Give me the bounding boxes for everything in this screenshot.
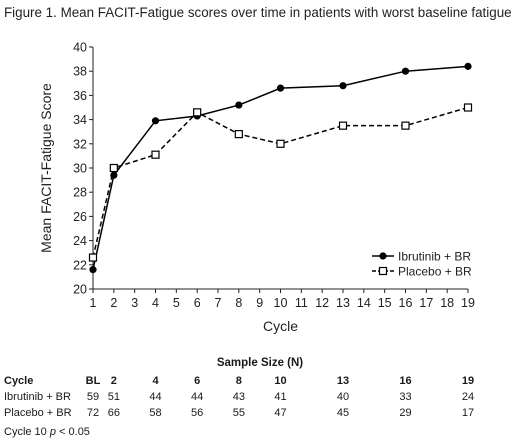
y-tick-label: 22 <box>73 258 87 272</box>
x-tick-label: 1 <box>90 296 97 310</box>
footnote: Cycle 10 p < 0.05 <box>4 426 90 438</box>
data-point-series-1 <box>464 62 472 70</box>
sample-size-column-header: 2 <box>110 375 117 387</box>
x-tick-label: 18 <box>440 296 454 310</box>
x-tick-label: 12 <box>315 296 329 310</box>
sample-size-row-label: Placebo + BR <box>4 407 72 419</box>
sample-size-column-header: BL <box>85 375 101 387</box>
sample-size-cell: 58 <box>149 407 162 419</box>
y-tick-label: 34 <box>73 113 87 127</box>
footnote-text: Cycle 10 p < 0.05 <box>4 426 90 438</box>
data-point-series-2 <box>151 150 160 159</box>
x-tick-label: 4 <box>152 296 159 310</box>
data-point-series-2 <box>109 163 118 173</box>
x-axis-label: Cycle <box>263 318 298 334</box>
sample-size-cell: 24 <box>461 391 475 403</box>
x-tick-label: 17 <box>419 296 433 310</box>
x-tick-label: 19 <box>461 296 475 310</box>
sample-size-cell: 72 <box>86 407 100 419</box>
sample-size-cell: 59 <box>86 391 100 403</box>
x-tick-label: 8 <box>235 296 242 310</box>
sample-size-row: Ibrutinib + BR 59 51 44 44 43 41 40 33 24 <box>0 391 520 405</box>
x-tick-label: 3 <box>131 296 138 310</box>
x-tick-label: 5 <box>173 296 180 310</box>
data-point-series-2 <box>338 121 348 130</box>
data-point-series-1 <box>401 67 410 75</box>
y-tick-label: 30 <box>73 162 87 176</box>
sample-size-column-header: 10 <box>274 375 287 387</box>
y-tick-label: 38 <box>73 65 87 79</box>
x-tick-label: 14 <box>357 296 371 310</box>
y-tick-label: 26 <box>73 210 87 224</box>
sample-size-row-label: Ibrutinib + BR <box>4 391 71 403</box>
sample-size-cell: 51 <box>107 391 120 403</box>
sample-size-cell: 66 <box>107 407 120 419</box>
y-tick-label: 32 <box>73 137 87 151</box>
sample-size-column-header: 16 <box>399 375 412 387</box>
sample-size-column-header: 13 <box>336 375 350 387</box>
y-tick-label: 20 <box>73 283 87 297</box>
x-tick-label: 10 <box>274 296 288 310</box>
sample-size-cell: 33 <box>399 391 412 403</box>
data-point-series-2 <box>88 253 98 262</box>
sample-size-header-row: Cycle BL 2 4 6 8 10 13 16 19 <box>0 375 520 389</box>
x-tick-label: 2 <box>110 296 117 310</box>
sample-size-cell: 41 <box>274 391 287 403</box>
sample-size-cell: 55 <box>232 407 245 419</box>
sample-size-title: Sample Size (N) <box>216 357 304 369</box>
data-point-series-1 <box>276 84 285 92</box>
sample-size-column-header: 6 <box>194 375 201 387</box>
x-tick-label: 15 <box>378 296 392 310</box>
sample-size-cell: 44 <box>149 391 162 403</box>
data-point-series-2 <box>401 121 410 130</box>
data-point-series-2 <box>463 103 473 112</box>
sample-size-cell: 17 <box>461 407 475 419</box>
sample-size-column-header: 19 <box>461 375 475 387</box>
data-point-series-1 <box>339 82 347 90</box>
x-tick-label: 13 <box>336 296 350 310</box>
x-tick-label: 11 <box>295 296 308 310</box>
data-point-series-2 <box>234 130 243 139</box>
data-point-series-2 <box>193 108 202 117</box>
data-point-series-2 <box>276 139 285 148</box>
x-tick-label: 9 <box>256 296 263 310</box>
series-line-1 <box>92 65 469 270</box>
y-tick-label: 24 <box>73 234 87 248</box>
x-tick-label: 7 <box>215 296 222 310</box>
legend-marker-1 <box>379 252 387 260</box>
data-point-series-1 <box>89 266 97 274</box>
x-tick-label: 6 <box>194 296 201 310</box>
figure-title: Figure 1. Mean FACIT-Fatigue scores over… <box>4 5 512 20</box>
y-tick-label: 40 <box>73 41 87 55</box>
sample-size-column-header: 8 <box>235 375 242 387</box>
sample-size-column-header: 4 <box>152 375 159 387</box>
legend-label-2: Placebo + BR <box>398 265 472 279</box>
legend-marker-2 <box>378 266 388 276</box>
sample-size-cell: 40 <box>336 391 350 403</box>
sample-size-cell: 43 <box>232 391 245 403</box>
y-tick-label: 36 <box>73 89 87 103</box>
y-axis-label: Mean FACIT-Fatigue Score <box>38 83 54 253</box>
sample-size-cell: 44 <box>191 391 204 403</box>
sample-size-cell: 47 <box>274 407 287 419</box>
y-tick-label: 28 <box>73 186 87 200</box>
x-tick-label: 16 <box>399 296 413 310</box>
sample-size-row: Placebo + BR 72 66 58 56 55 47 45 29 17 <box>0 407 520 421</box>
sample-size-cell: 45 <box>336 407 350 419</box>
sample-size-header-label: Cycle <box>4 375 34 387</box>
data-point-series-1 <box>151 117 160 125</box>
sample-size-cell: 29 <box>399 407 412 419</box>
data-point-series-1 <box>235 101 243 109</box>
sample-size-cell: 56 <box>191 407 204 419</box>
legend-label-1: Ibrutinib + BR <box>398 250 471 264</box>
